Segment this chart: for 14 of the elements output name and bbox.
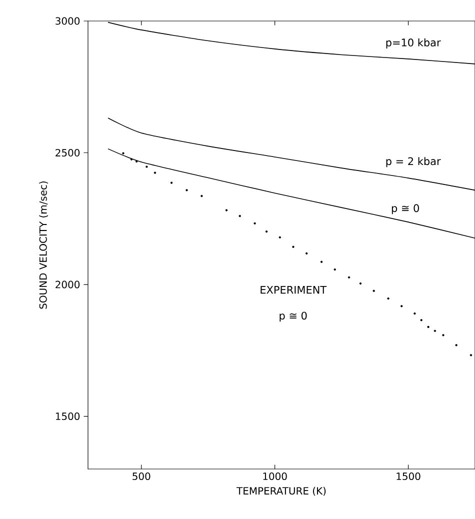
- annotation: p ≅ 0: [280, 312, 307, 322]
- x-tick-label: 1000: [263, 472, 287, 480]
- y-tick-label: 2000: [56, 280, 80, 288]
- y-tick-label: 3000: [56, 17, 80, 25]
- x-tick-label: 1500: [396, 472, 420, 480]
- annotation: p ≅ 0: [392, 204, 419, 214]
- y-axis-title: SOUND VELOCITY (m/sec): [39, 181, 48, 309]
- x-tick-label: 500: [132, 472, 150, 480]
- x-axis-title: TEMPERATURE (K): [236, 486, 326, 496]
- annotation: p=10 kbar: [386, 38, 441, 48]
- y-tick-label: 1500: [56, 412, 80, 420]
- y-tick-label: 2500: [56, 148, 80, 157]
- annotation: EXPERIMENT: [260, 286, 327, 294]
- annotation: p = 2 kbar: [386, 157, 441, 168]
